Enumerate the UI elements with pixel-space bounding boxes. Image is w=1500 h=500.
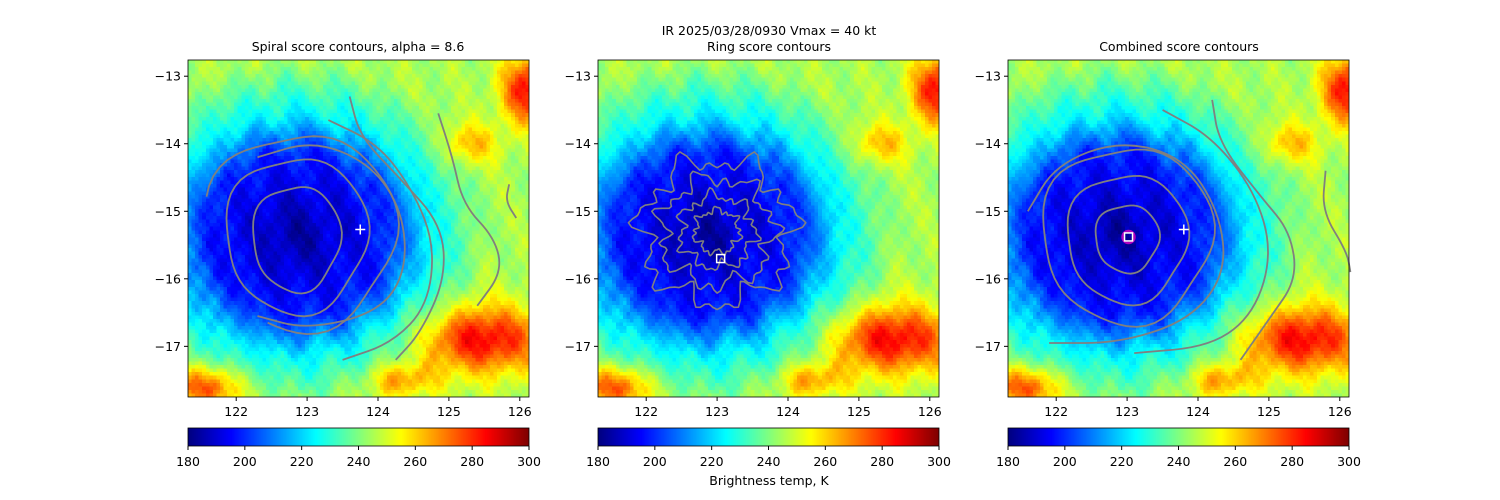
y-tick-label: −16	[565, 271, 591, 286]
colorbar-tick-label: 220	[700, 454, 724, 469]
contours	[205, 96, 518, 361]
x-tick-label: 122	[634, 404, 658, 419]
y-tick-label: −13	[155, 69, 181, 84]
contour-line	[327, 119, 433, 361]
center-square-marker	[1123, 232, 1134, 242]
colorbar-tick-label: 200	[233, 454, 257, 469]
colorbar-tick-label: 180	[586, 454, 610, 469]
colorbar-label: Brightness temp, K	[709, 473, 829, 488]
ring-contour	[627, 151, 807, 311]
panel-title-combined: Combined score contours	[1099, 39, 1259, 54]
colorbar-tick-label: 220	[1110, 454, 1134, 469]
contour-line	[1322, 170, 1352, 273]
axes-frame	[1007, 59, 1350, 398]
contour-line	[348, 96, 445, 361]
contour-line	[1066, 174, 1191, 307]
colorbar-tick-label: 260	[403, 454, 427, 469]
y-tick-label: −16	[975, 271, 1001, 286]
center-plus-marker	[1178, 224, 1189, 235]
colorbar-tick-label: 240	[347, 454, 371, 469]
contour-line	[1211, 99, 1296, 361]
colorbar-tick-label: 300	[517, 454, 541, 469]
x-tick-label: 123	[705, 404, 729, 419]
x-tick-label: 125	[1257, 404, 1281, 419]
y-tick-label: −15	[155, 204, 181, 219]
x-tick-label: 123	[1115, 404, 1139, 419]
x-tick-label: 124	[776, 404, 800, 419]
colorbar-frame	[187, 427, 530, 447]
colorbar-tick-label: 200	[1053, 454, 1077, 469]
colorbar-tick-label: 220	[290, 454, 314, 469]
colorbar-tick-label: 260	[813, 454, 837, 469]
y-tick-label: −14	[975, 136, 1001, 151]
colorbar-tick-label: 260	[1223, 454, 1247, 469]
center-square-marker	[715, 253, 726, 264]
colorbar-tick-label: 280	[460, 454, 484, 469]
x-tick-label: 126	[1328, 404, 1352, 419]
axes-frame	[187, 59, 530, 398]
colorbar-tick-label: 200	[643, 454, 667, 469]
colorbar-tick-label: 280	[1280, 454, 1304, 469]
colorbar-tick-label: 240	[757, 454, 781, 469]
heatmap-spiral	[188, 60, 529, 397]
contour-line	[1134, 109, 1269, 354]
contour-line	[1042, 148, 1216, 328]
x-tick-label: 125	[437, 404, 461, 419]
suptitle: IR 2025/03/28/0930 Vmax = 40 kt	[661, 23, 877, 38]
colorbar-spiral	[188, 428, 529, 446]
colorbar-tick-label: 300	[927, 454, 951, 469]
y-tick-label: −16	[155, 271, 181, 286]
y-tick-label: −17	[975, 339, 1001, 354]
contours	[1027, 99, 1352, 361]
y-tick-label: −15	[975, 204, 1001, 219]
contour-line	[506, 184, 518, 219]
x-tick-label: 122	[224, 404, 248, 419]
y-tick-label: −17	[155, 339, 181, 354]
colorbar-tick-label: 180	[996, 454, 1020, 469]
contour-line	[1027, 144, 1225, 344]
y-tick-label: −13	[975, 69, 1001, 84]
x-tick-label: 125	[847, 404, 871, 419]
colorbar-tick-label: 280	[870, 454, 894, 469]
colorbar-frame	[1007, 427, 1350, 447]
x-tick-label: 124	[1186, 404, 1210, 419]
ring-contour	[691, 205, 744, 257]
axes-frame	[597, 59, 940, 398]
heatmap-ring	[598, 60, 939, 397]
colorbar-tick-label: 240	[1167, 454, 1191, 469]
panel-title-spiral: Spiral score contours, alpha = 8.6	[251, 39, 465, 54]
colorbar-tick-label: 300	[1337, 454, 1361, 469]
y-tick-label: −14	[155, 136, 181, 151]
x-tick-label: 124	[366, 404, 390, 419]
contour-line	[437, 113, 501, 307]
contour-line	[257, 144, 406, 327]
contour-line	[225, 158, 371, 318]
center-circle-marker	[1121, 229, 1136, 245]
y-tick-label: −17	[565, 339, 591, 354]
y-tick-label: −14	[565, 136, 591, 151]
colorbar-ring	[598, 428, 939, 446]
colorbar-frame	[597, 427, 940, 447]
contour-line	[252, 186, 343, 295]
x-tick-label: 126	[918, 404, 942, 419]
colorbar-tick-label: 180	[176, 454, 200, 469]
y-tick-label: −13	[565, 69, 591, 84]
colorbar-combined	[1008, 428, 1349, 446]
contours	[627, 151, 807, 311]
x-tick-label: 122	[1044, 404, 1068, 419]
heatmap-combined	[1008, 60, 1349, 397]
contour-line	[1094, 204, 1161, 275]
ring-contour	[675, 186, 762, 272]
x-tick-label: 126	[508, 404, 532, 419]
y-tick-label: −15	[565, 204, 591, 219]
panel-title-ring: Ring score contours	[706, 39, 832, 54]
x-tick-label: 123	[295, 404, 319, 419]
center-plus-marker	[355, 224, 366, 235]
ring-contour	[650, 170, 786, 294]
